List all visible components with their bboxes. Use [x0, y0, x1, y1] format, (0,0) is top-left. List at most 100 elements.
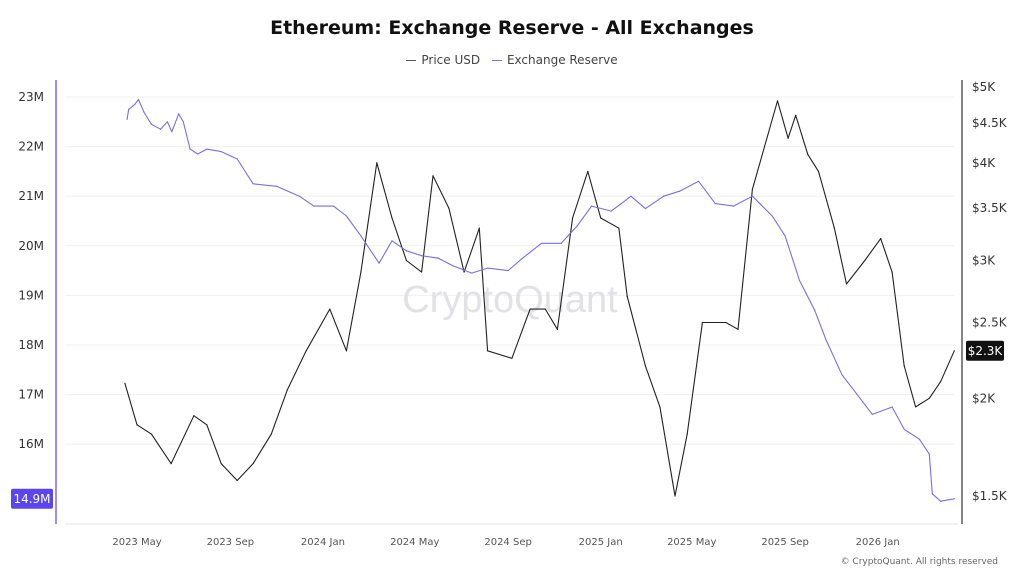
reserve-point — [171, 131, 173, 133]
reserve-point — [644, 208, 647, 210]
price-point — [150, 433, 153, 435]
price-line — [124, 100, 955, 497]
reserve-point — [630, 195, 632, 197]
reserve-point — [437, 257, 439, 259]
price-point — [776, 100, 779, 102]
left-tick-label: 23M — [18, 90, 44, 104]
price-point — [701, 321, 703, 324]
legend: Price USD Exchange Reserve — [0, 50, 1024, 67]
reserve-point — [918, 438, 920, 440]
price-point — [420, 271, 423, 273]
price-point — [751, 188, 754, 190]
reserve-point — [471, 272, 473, 274]
reserve-point — [486, 267, 489, 269]
price-point — [329, 308, 331, 310]
price-point — [478, 227, 480, 229]
left-tick-label: 17M — [18, 388, 44, 402]
reserve-point — [126, 118, 128, 120]
price-point — [405, 259, 407, 262]
right-tick-label: $1.5K — [972, 489, 1008, 503]
reserve-point — [576, 225, 578, 227]
reserve-point — [825, 339, 827, 341]
price-point — [787, 137, 789, 139]
reserve-point — [540, 242, 543, 244]
reserve-point — [420, 255, 423, 257]
reserve-point — [189, 148, 191, 150]
reserve-point — [732, 205, 735, 207]
right-tick-label: $3K — [972, 254, 996, 268]
x-tick-label: 2025 Sep — [761, 537, 808, 548]
price-point — [511, 357, 513, 359]
x-tick-label: 2025 May — [667, 537, 716, 548]
reserve-point — [507, 270, 509, 272]
legend-label-reserve: Exchange Reserve — [506, 53, 618, 68]
reserve-point — [940, 500, 942, 502]
reserve-point — [166, 121, 168, 123]
reserve-point — [560, 242, 562, 244]
price-point — [345, 350, 348, 352]
price-point — [236, 479, 238, 482]
reserve-point — [521, 257, 524, 259]
reserve-point — [784, 235, 786, 237]
price-point — [626, 295, 628, 297]
reserve-point — [276, 185, 278, 187]
reserve-point — [814, 309, 816, 311]
reserve-point — [452, 265, 454, 267]
price-point — [644, 365, 647, 367]
price-point — [686, 433, 688, 435]
legend-item-reserve[interactable]: Exchange Reserve — [491, 53, 618, 68]
reserve-point — [771, 215, 773, 217]
reserve-point — [405, 250, 407, 252]
reserve-point — [206, 148, 208, 150]
price-point — [305, 350, 307, 352]
x-tick-label: 2023 Sep — [207, 537, 254, 548]
price-point — [880, 238, 882, 240]
reserve-point — [134, 103, 136, 106]
chart-title: Ethereum: Exchange Reserve - All Exchang… — [270, 17, 754, 39]
reserve-point — [332, 205, 335, 207]
left-tick-label: 20M — [18, 239, 44, 253]
price-point — [587, 170, 589, 173]
price-point — [940, 381, 942, 383]
legend-item-price[interactable]: Price USD — [406, 53, 480, 67]
reserve-point — [128, 108, 130, 110]
price-point — [915, 406, 917, 408]
x-tick-label: 2024 Sep — [484, 537, 531, 548]
reserve-point — [928, 453, 930, 455]
price-point — [391, 217, 393, 219]
price-point — [432, 175, 434, 177]
price-point — [953, 350, 955, 352]
price-point — [674, 495, 676, 497]
reserve-point — [953, 498, 955, 500]
price-point — [725, 321, 727, 324]
right-tick-label: $2.5K — [972, 315, 1008, 329]
price-point — [270, 433, 272, 435]
right-tick-label: $5K — [972, 80, 996, 94]
reserve-point — [236, 158, 238, 160]
reserve-point — [871, 413, 873, 416]
price-point — [600, 217, 602, 219]
reserve-point — [856, 394, 858, 396]
price-point — [618, 227, 620, 229]
price-point — [817, 170, 820, 173]
reserve-point — [159, 128, 162, 130]
x-tick-label: 2023 May — [112, 537, 161, 548]
left-tick-label: 16M — [18, 437, 44, 451]
reserve-point — [714, 203, 716, 205]
price-point — [376, 162, 378, 164]
price-point — [571, 217, 574, 219]
price-point — [845, 283, 848, 285]
price-point — [206, 424, 208, 426]
price-point — [486, 350, 489, 352]
price-point — [360, 271, 362, 273]
price-point — [136, 424, 138, 426]
left-tick-label: 18M — [18, 338, 44, 352]
reserve-swatch — [491, 59, 502, 61]
price-point — [252, 463, 254, 465]
reserve-point — [378, 262, 380, 264]
left-tick-label: 19M — [18, 288, 44, 302]
current-price-badge — [966, 340, 1004, 361]
reserve-point — [360, 235, 362, 237]
price-point — [807, 153, 809, 156]
price-point — [463, 271, 465, 273]
